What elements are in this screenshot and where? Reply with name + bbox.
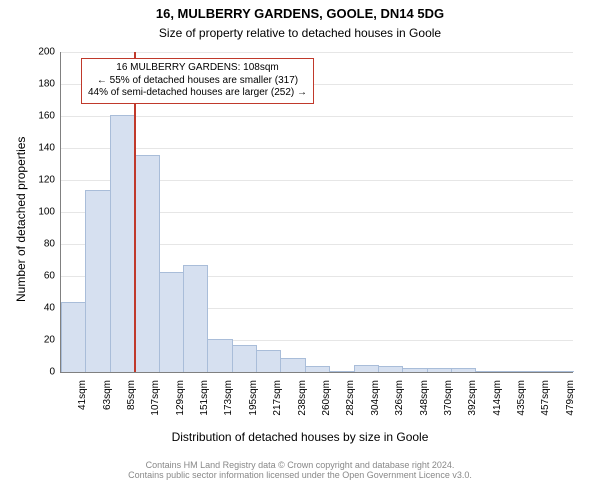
x-tick: 435sqm: [516, 376, 527, 416]
histogram-bar: [280, 358, 305, 372]
annotation-line: 16 MULBERRY GARDENS: 108sqm: [88, 62, 307, 75]
annotation-line: ← 55% of detached houses are smaller (31…: [88, 75, 307, 88]
plot-area: 02040608010012014016018020041sqm63sqm85s…: [60, 52, 573, 373]
y-tick: 200: [38, 47, 61, 58]
histogram-bar: [329, 371, 354, 372]
x-tick: 370sqm: [443, 376, 454, 416]
gridline: [61, 116, 573, 117]
annotation-box: 16 MULBERRY GARDENS: 108sqm← 55% of deta…: [81, 58, 314, 104]
histogram-bar: [183, 265, 208, 372]
histogram-bar: [500, 371, 525, 372]
x-tick: 238sqm: [297, 376, 308, 416]
y-tick: 100: [38, 207, 61, 218]
x-tick: 217sqm: [272, 376, 283, 416]
histogram-bar: [305, 366, 330, 372]
x-tick: 173sqm: [223, 376, 234, 416]
y-axis-label: Number of detached properties: [14, 137, 28, 302]
y-tick: 180: [38, 79, 61, 90]
histogram-bar: [110, 115, 135, 372]
footer-line-2: Contains public sector information licen…: [0, 470, 600, 480]
x-tick: 107sqm: [150, 376, 161, 416]
histogram-bar: [427, 368, 452, 372]
x-tick: 63sqm: [102, 376, 113, 410]
histogram-bar: [134, 155, 159, 372]
histogram-bar: [549, 371, 574, 372]
x-tick: 457sqm: [540, 376, 551, 416]
histogram-bar: [256, 350, 281, 372]
chart-footer: Contains HM Land Registry data © Crown c…: [0, 460, 600, 480]
x-tick: 151sqm: [199, 376, 210, 416]
y-tick: 120: [38, 175, 61, 186]
y-tick: 20: [44, 335, 61, 346]
histogram-bar: [475, 371, 500, 372]
histogram-bar: [402, 368, 427, 372]
x-tick: 85sqm: [126, 376, 137, 410]
property-size-chart: 16, MULBERRY GARDENS, GOOLE, DN14 5DG Si…: [0, 0, 600, 500]
histogram-bar: [207, 339, 232, 372]
x-tick: 392sqm: [467, 376, 478, 416]
x-tick: 414sqm: [492, 376, 503, 416]
histogram-bar: [232, 345, 257, 372]
histogram-bar: [61, 302, 86, 372]
gridline: [61, 52, 573, 53]
histogram-bar: [159, 272, 184, 372]
x-tick: 195sqm: [248, 376, 259, 416]
y-tick: 160: [38, 111, 61, 122]
histogram-bar: [451, 368, 476, 372]
chart-subtitle: Size of property relative to detached ho…: [0, 26, 600, 40]
histogram-bar: [354, 365, 379, 372]
y-tick: 60: [44, 271, 61, 282]
x-tick: 41sqm: [77, 376, 88, 410]
x-axis-label: Distribution of detached houses by size …: [0, 430, 600, 444]
histogram-bar: [524, 371, 549, 372]
chart-title: 16, MULBERRY GARDENS, GOOLE, DN14 5DG: [0, 6, 600, 21]
y-tick: 40: [44, 303, 61, 314]
y-tick: 140: [38, 143, 61, 154]
x-tick: 282sqm: [345, 376, 356, 416]
y-tick: 80: [44, 239, 61, 250]
histogram-bar: [85, 190, 110, 372]
histogram-bar: [378, 366, 403, 372]
y-tick: 0: [49, 367, 61, 378]
gridline: [61, 148, 573, 149]
x-tick: 260sqm: [321, 376, 332, 416]
x-tick: 326sqm: [394, 376, 405, 416]
x-tick: 304sqm: [370, 376, 381, 416]
annotation-line: 44% of semi-detached houses are larger (…: [88, 87, 307, 100]
x-tick: 348sqm: [419, 376, 430, 416]
x-tick: 129sqm: [175, 376, 186, 416]
footer-line-1: Contains HM Land Registry data © Crown c…: [0, 460, 600, 470]
x-tick: 479sqm: [565, 376, 576, 416]
